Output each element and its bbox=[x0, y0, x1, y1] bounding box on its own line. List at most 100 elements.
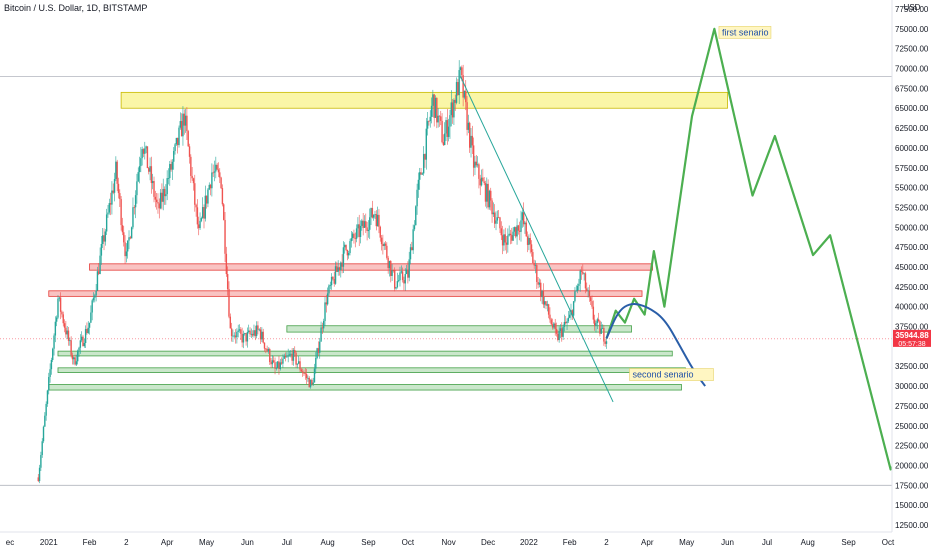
candle-body bbox=[437, 115, 439, 123]
candle-body bbox=[61, 311, 63, 315]
chart-title: Bitcoin / U.S. Dollar, 1D, BITSTAMP bbox=[4, 3, 147, 13]
candle-body bbox=[74, 357, 76, 365]
candle-body bbox=[40, 455, 42, 468]
candle-body bbox=[533, 262, 535, 266]
candle-body bbox=[255, 325, 258, 337]
candle-body bbox=[167, 178, 170, 179]
candle-body bbox=[211, 172, 213, 189]
candle-body bbox=[357, 224, 359, 229]
x-tick-label: Nov bbox=[442, 538, 456, 547]
candle-body bbox=[171, 161, 174, 170]
candle-body bbox=[347, 253, 350, 256]
price-scale[interactable] bbox=[892, 0, 932, 550]
candle-body bbox=[230, 328, 233, 337]
candle-body bbox=[428, 121, 430, 122]
candle-body bbox=[286, 356, 288, 358]
candle-body bbox=[367, 229, 370, 232]
candle-body bbox=[191, 175, 193, 179]
candle-body bbox=[209, 184, 212, 189]
x-tick-label: Apr bbox=[161, 538, 174, 547]
candle-body bbox=[421, 173, 424, 175]
candle-body bbox=[524, 222, 526, 225]
candle-body bbox=[190, 156, 192, 176]
candle-body bbox=[447, 126, 450, 137]
candle-body bbox=[438, 115, 441, 117]
candle-body bbox=[303, 372, 305, 374]
candle-body bbox=[78, 347, 80, 351]
zone-layer bbox=[48, 91, 728, 391]
y-tick-label: 77500.00 bbox=[895, 5, 929, 14]
candle-body bbox=[142, 149, 145, 154]
candle-body bbox=[184, 115, 187, 126]
candle-body bbox=[434, 97, 437, 118]
candle-body bbox=[274, 362, 276, 369]
x-tick-label: Dec bbox=[481, 538, 495, 547]
candle-body bbox=[596, 319, 598, 323]
candle-body bbox=[41, 441, 43, 456]
candle-body bbox=[94, 295, 96, 298]
candle-body bbox=[540, 282, 542, 298]
candle-body bbox=[346, 249, 349, 256]
candle-body bbox=[576, 285, 579, 291]
candle-body bbox=[555, 328, 558, 334]
candle-body bbox=[180, 121, 183, 137]
y-tick-label: 32500.00 bbox=[895, 362, 929, 371]
candle-body bbox=[299, 361, 301, 370]
candle-body bbox=[55, 317, 58, 322]
candle-body bbox=[522, 212, 525, 225]
candle-body bbox=[370, 208, 372, 218]
candle-body bbox=[605, 341, 608, 344]
candle-body bbox=[287, 355, 289, 357]
candle-body bbox=[537, 281, 539, 285]
annotation-label: second senario bbox=[632, 370, 693, 380]
time-scale[interactable]: ec 2021 Feb 2 Apr May Jun Jul Aug Sep Oct Nov Dec 202… bbox=[6, 538, 895, 547]
candle-body bbox=[401, 271, 404, 281]
candle-body bbox=[161, 192, 163, 202]
candle-body bbox=[261, 331, 263, 340]
candle-body bbox=[133, 207, 135, 209]
candle-body bbox=[334, 266, 337, 284]
candle-body bbox=[542, 290, 545, 305]
y-tick-label: 75000.00 bbox=[895, 25, 929, 34]
candle-body bbox=[245, 333, 247, 342]
support-zone bbox=[57, 367, 686, 373]
candle-body bbox=[582, 271, 584, 274]
candle-body bbox=[436, 97, 438, 123]
candle-body bbox=[572, 301, 575, 316]
candle-body bbox=[59, 297, 62, 312]
candle-body bbox=[558, 330, 560, 341]
candle-body bbox=[358, 224, 360, 237]
x-tick-label: Sep bbox=[841, 538, 856, 547]
candle-body bbox=[54, 321, 57, 336]
candle-body bbox=[117, 183, 120, 194]
candle-body bbox=[73, 357, 75, 360]
candle-body bbox=[375, 214, 378, 227]
candle-body bbox=[228, 289, 230, 317]
y-tick-label: 72500.00 bbox=[895, 45, 929, 54]
candle-body bbox=[265, 348, 267, 350]
candle-body bbox=[226, 274, 229, 290]
candle-body bbox=[276, 361, 279, 368]
y-tick-label: 70000.00 bbox=[895, 65, 929, 74]
candle-body bbox=[374, 214, 376, 215]
candle-body bbox=[415, 206, 417, 226]
candle-body bbox=[38, 467, 41, 482]
candle-body bbox=[307, 377, 309, 379]
y-tick-label: 52500.00 bbox=[895, 203, 929, 212]
candle-body bbox=[305, 373, 308, 379]
candle-body bbox=[129, 237, 132, 239]
candle-body bbox=[493, 212, 496, 224]
candle-body bbox=[159, 192, 162, 209]
candle-body bbox=[166, 178, 168, 195]
candle-body bbox=[412, 229, 414, 251]
candle-body bbox=[497, 217, 500, 219]
candle-body bbox=[353, 233, 355, 238]
candle-body bbox=[326, 293, 329, 305]
candle-body bbox=[409, 247, 412, 260]
candle-body bbox=[120, 199, 122, 226]
candle-body bbox=[586, 288, 588, 291]
candle-body bbox=[425, 128, 427, 160]
candle-body bbox=[390, 261, 392, 276]
candle-body bbox=[345, 244, 347, 250]
